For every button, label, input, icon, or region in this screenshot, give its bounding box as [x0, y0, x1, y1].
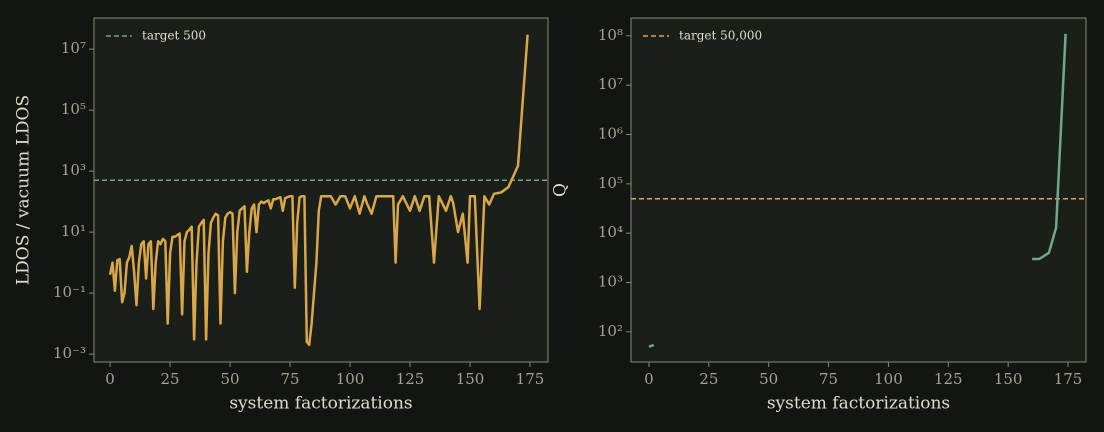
x-tick-label: 75 [280, 370, 299, 388]
x-tick-label: 125 [934, 370, 963, 388]
x-tick-label: 50 [759, 370, 778, 388]
y-tick-label: 10⁷ [598, 75, 623, 93]
y-tick-label: 10¹ [61, 222, 86, 240]
y-tick-label: 10⁻³ [53, 344, 86, 362]
y-tick-label: 10³ [598, 273, 623, 291]
y-axis-label: Q [551, 183, 571, 197]
legend-label: target 50,000 [679, 29, 762, 43]
legend-label: target 500 [142, 29, 206, 43]
x-tick-label: 100 [874, 370, 903, 388]
x-axis-label: system factorizations [767, 394, 950, 414]
x-tick-label: 150 [456, 370, 485, 388]
x-tick-label: 0 [105, 370, 115, 388]
y-tick-label: 10⁴ [598, 223, 623, 241]
y-tick-label: 10⁶ [598, 125, 623, 143]
x-tick-label: 175 [516, 370, 545, 388]
y-tick-label: 10² [598, 322, 623, 340]
x-tick-label: 0 [644, 370, 654, 388]
x-tick-label: 175 [1054, 370, 1083, 388]
y-tick-label: 10⁸ [598, 26, 623, 44]
x-tick-label: 75 [819, 370, 838, 388]
x-tick-label: 150 [994, 370, 1023, 388]
x-tick-label: 25 [161, 370, 180, 388]
x-tick-label: 100 [336, 370, 365, 388]
y-tick-label: 10⁷ [61, 39, 86, 57]
x-axis-label: system factorizations [229, 394, 412, 414]
plot-area [630, 17, 1087, 363]
x-tick-label: 125 [396, 370, 425, 388]
y-tick-label: 10³ [61, 161, 86, 179]
y-tick-label: 10⁻¹ [53, 283, 86, 301]
plot-area [93, 17, 549, 363]
x-tick-label: 50 [221, 370, 240, 388]
y-axis-label: LDOS / vacuum LDOS [14, 95, 34, 285]
y-tick-label: 10⁵ [598, 174, 623, 192]
y-tick-label: 10⁵ [61, 100, 86, 118]
data-line [108, 34, 529, 347]
x-tick-label: 25 [699, 370, 718, 388]
data-line [648, 33, 1067, 348]
